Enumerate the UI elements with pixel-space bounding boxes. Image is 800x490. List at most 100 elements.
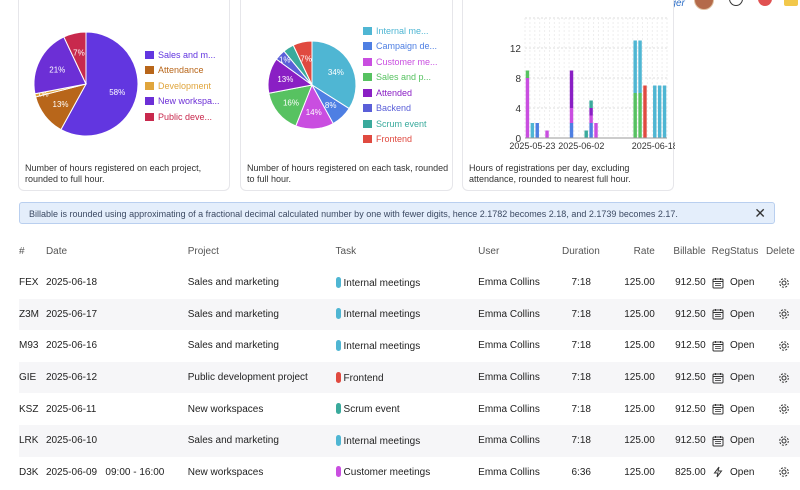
- legend-item[interactable]: Attended: [363, 85, 438, 101]
- row-reg: [706, 457, 730, 489]
- legend-item[interactable]: Campaign de...: [363, 39, 438, 55]
- col-duration[interactable]: Duration: [562, 245, 600, 257]
- bar-segment[interactable]: [589, 115, 593, 124]
- task-color-dot: [335, 308, 341, 320]
- bar-segment[interactable]: [545, 130, 549, 139]
- legend-item[interactable]: Sales and p...: [363, 70, 438, 86]
- row-reg: [705, 361, 731, 394]
- col-user[interactable]: User: [478, 245, 500, 257]
- gear-icon[interactable]: [778, 466, 790, 478]
- legend-item[interactable]: Customer me...: [363, 54, 438, 70]
- pie-slice[interactable]: [63, 31, 87, 85]
- gear-icon[interactable]: [778, 372, 790, 384]
- pie-slice-label: 34%: [328, 68, 344, 77]
- col-delete[interactable]: Delete: [765, 245, 795, 257]
- calendar-icon[interactable]: [712, 372, 724, 384]
- row-billable: 912.50: [654, 424, 706, 457]
- calendar-icon[interactable]: [712, 435, 724, 447]
- gear-icon[interactable]: [778, 435, 790, 447]
- col-reg[interactable]: Reg: [711, 245, 731, 257]
- row-date: 2025-06-12: [45, 361, 188, 394]
- gear-icon[interactable]: [778, 340, 790, 352]
- pie-slice[interactable]: [292, 40, 313, 86]
- bar-segment[interactable]: [584, 130, 588, 139]
- row-task: Frontend: [335, 361, 479, 394]
- col-task[interactable]: Task: [335, 245, 357, 257]
- bar-segment[interactable]: [589, 100, 593, 109]
- bar-segment[interactable]: [633, 93, 637, 138]
- legend-item[interactable]: Scrum event: [363, 116, 438, 132]
- lightning-icon[interactable]: [712, 466, 724, 478]
- table-row[interactable]: KSZ 2025-06-11 New workspaces Scrum event Em…: [19, 393, 800, 425]
- daily-hours-card: 0 4 8 12 2025-05-23 2025-06-02 2025-06-18 Hour…: [462, 0, 675, 191]
- legend-item[interactable]: Backend: [363, 101, 438, 117]
- legend-item[interactable]: New workspa...: [145, 94, 220, 110]
- bar-segment[interactable]: [525, 70, 530, 79]
- legend-item[interactable]: Internal me...: [363, 23, 438, 39]
- avatar[interactable]: [694, 0, 714, 10]
- calendar-icon[interactable]: [712, 308, 724, 320]
- col-date[interactable]: Date: [45, 245, 68, 257]
- legend-item[interactable]: Development: [145, 78, 220, 94]
- legend-item[interactable]: Public deve...: [145, 109, 220, 125]
- col-billable[interactable]: Billable: [673, 245, 706, 257]
- lightning-icon[interactable]: [784, 0, 798, 6]
- col-status[interactable]: Status: [730, 245, 759, 257]
- calendar-icon[interactable]: [712, 277, 724, 289]
- bar-segment[interactable]: [569, 70, 574, 109]
- pie-slice-label: 13%: [277, 75, 293, 84]
- bar-segment[interactable]: [653, 85, 657, 139]
- legend-swatch: [363, 88, 372, 97]
- gear-icon[interactable]: [778, 308, 790, 320]
- bar-segment[interactable]: [638, 93, 642, 138]
- col-rate[interactable]: Rate: [633, 245, 655, 257]
- bar-segment[interactable]: [569, 108, 574, 123]
- bar-segment[interactable]: [633, 40, 637, 94]
- bar-segment[interactable]: [643, 85, 647, 139]
- bar-segment[interactable]: [569, 123, 574, 138]
- bar-segment[interactable]: [530, 123, 535, 138]
- help-icon[interactable]: [729, 0, 743, 6]
- bar-segment[interactable]: [589, 123, 593, 138]
- legend-item[interactable]: Frontend: [363, 132, 438, 148]
- bar-segment[interactable]: [657, 85, 662, 139]
- table-row[interactable]: Z3M 2025-06-17 Sales and marketing Internal…: [19, 298, 800, 331]
- row-delete: [765, 298, 800, 331]
- legend-swatch: [363, 26, 372, 35]
- row-project: Sales and marketing: [187, 298, 336, 331]
- table-row[interactable]: LRK 2025-06-10 Sales and marketing Internal…: [19, 424, 800, 457]
- legend-swatch: [145, 81, 154, 90]
- legend-label: Backend: [376, 103, 412, 114]
- close-icon[interactable]: ✕: [754, 205, 766, 221]
- table-row[interactable]: FEX 2025-06-18 Sales and marketing Internal…: [19, 267, 800, 299]
- pie-slice[interactable]: [268, 84, 313, 127]
- gear-icon[interactable]: [778, 277, 790, 289]
- table-row[interactable]: GIE 2025-06-12 Public development project F…: [19, 361, 800, 394]
- bar-segment[interactable]: [589, 108, 593, 116]
- legend-swatch: [363, 42, 372, 51]
- legend-item[interactable]: Sales and m...: [145, 47, 220, 63]
- table-row[interactable]: D3K 2025-06-09 09:00 - 16:00 New workspace…: [19, 457, 800, 489]
- row-duration: 7:18: [571, 277, 591, 289]
- bar-segment[interactable]: [594, 123, 598, 138]
- bar-segment[interactable]: [535, 123, 539, 138]
- row-reg: [706, 393, 730, 425]
- legend-item[interactable]: Attendance: [145, 63, 220, 79]
- col-project[interactable]: Project: [187, 245, 219, 257]
- calendar-icon[interactable]: [712, 403, 724, 415]
- table-row[interactable]: M93 2025-06-16 Sales and marketing Internal…: [19, 330, 800, 362]
- gear-icon[interactable]: [778, 403, 790, 415]
- pie-slice[interactable]: [33, 36, 87, 95]
- pie-slice[interactable]: [60, 31, 139, 137]
- notification-icon[interactable]: [758, 0, 772, 6]
- legend-swatch: [145, 112, 154, 121]
- bar-segment[interactable]: [525, 78, 530, 138]
- col-num[interactable]: #: [19, 245, 25, 257]
- row-reg: [706, 330, 730, 362]
- bar-segment[interactable]: [638, 40, 642, 94]
- calendar-icon[interactable]: [712, 340, 724, 352]
- row-rate: 125.00: [624, 340, 655, 352]
- row-user: Emma Collins: [478, 277, 540, 289]
- bar-segment[interactable]: [662, 85, 667, 139]
- row-user: Emma Collins: [478, 340, 540, 352]
